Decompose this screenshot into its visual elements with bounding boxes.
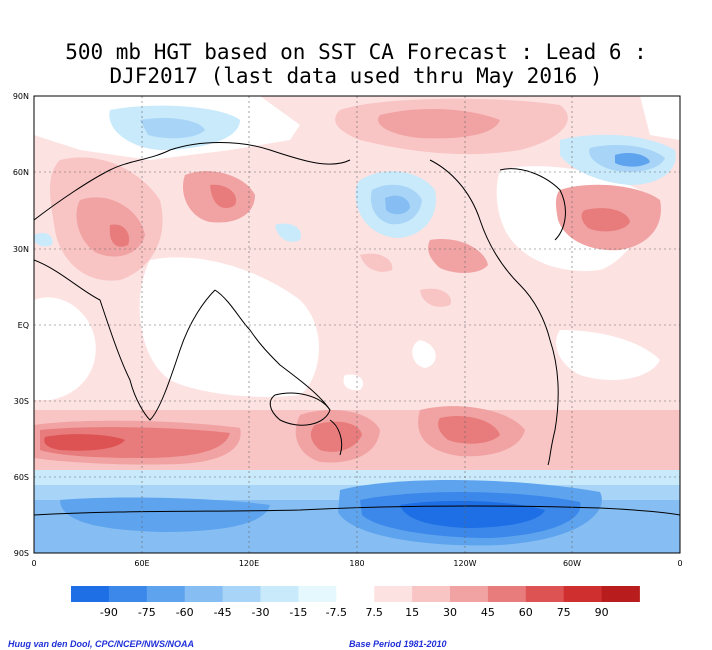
colorbar-swatch — [450, 586, 489, 602]
colorbar-label: -15 — [289, 606, 307, 619]
grid-lines — [34, 96, 680, 553]
colorbar-label: 7.5 — [365, 606, 383, 619]
forecast-map: 90N 60N 30N EQ 30S 60S 90S 0 60E 120E 18… — [13, 92, 683, 619]
x-tick-label: 60E — [134, 559, 149, 568]
colorbar-swatch — [222, 586, 261, 602]
x-tick-label: 120E — [239, 559, 259, 568]
colorbar-label: 15 — [405, 606, 419, 619]
y-tick-label: 90S — [14, 549, 29, 558]
colorbar-swatch — [108, 586, 148, 602]
x-tick-label: 0 — [31, 559, 36, 568]
colorbar-swatch — [601, 586, 640, 602]
colorbar-swatch — [487, 586, 527, 602]
neutral-regions — [34, 96, 680, 400]
colorbar-swatch — [146, 586, 186, 602]
positive-anomalies-north — [50, 98, 661, 307]
colorbar-swatch — [260, 586, 299, 602]
colorbar-swatch — [184, 586, 223, 602]
x-tick-label: 60W — [563, 559, 581, 568]
colorbar-label: -7.5 — [326, 606, 347, 619]
colorbar-label: 60 — [519, 606, 533, 619]
positive-band-south — [34, 406, 680, 470]
map-border — [33, 95, 681, 554]
map-title-line-1: 500 mb HGT based on SST CA Forecast : Le… — [65, 40, 647, 64]
colorbar-label: 30 — [443, 606, 457, 619]
y-tick-label: 60S — [14, 473, 29, 482]
colorbar-swatch — [563, 586, 602, 602]
coastlines — [34, 142, 680, 516]
x-tick-label: 120W — [453, 559, 476, 568]
colorbar-swatch — [374, 586, 413, 602]
colorbar-swatch — [336, 586, 375, 602]
colorbar-label: 45 — [481, 606, 495, 619]
y-tick-label: 30N — [13, 245, 29, 254]
colorbar-swatch — [525, 586, 565, 602]
colorbar-label: -45 — [214, 606, 232, 619]
colorbar: -90 -75 -60 -45 -30 -15 -7.5 7.5 15 30 45 60 75 90 — [71, 586, 640, 619]
colorbar-swatch — [412, 586, 451, 602]
colorbar-swatch — [298, 586, 337, 602]
colorbar-label: -30 — [252, 606, 270, 619]
y-axis-labels: 90N 60N 30N EQ 30S 60S 90S — [13, 92, 29, 558]
credit-author: Huug van den Dool, CPC/NCEP/NWS/NOAA — [8, 639, 195, 649]
colorbar-label: 90 — [595, 606, 609, 619]
y-tick-label: 30S — [14, 397, 29, 406]
credit-base-period: Base Period 1981-2010 — [349, 639, 447, 649]
x-tick-label: 180 — [349, 559, 364, 568]
y-tick-label: 90N — [13, 92, 29, 101]
colorbar-label: 75 — [557, 606, 571, 619]
colorbar-swatch — [71, 586, 110, 602]
y-tick-label: EQ — [18, 321, 29, 330]
y-tick-label: 60N — [13, 168, 29, 177]
colorbar-label: -60 — [176, 606, 194, 619]
anomaly-field — [34, 96, 680, 553]
colorbar-label: -90 — [100, 606, 118, 619]
negative-anomalies-north — [34, 105, 676, 247]
x-axis-labels: 0 60E 120E 180 120W 60W 0 — [31, 559, 682, 568]
colorbar-label: -75 — [138, 606, 156, 619]
x-tick-label: 0 — [677, 559, 682, 568]
map-title-line-2: DJF2017 (last data used thru May 2016 ) — [109, 64, 603, 88]
